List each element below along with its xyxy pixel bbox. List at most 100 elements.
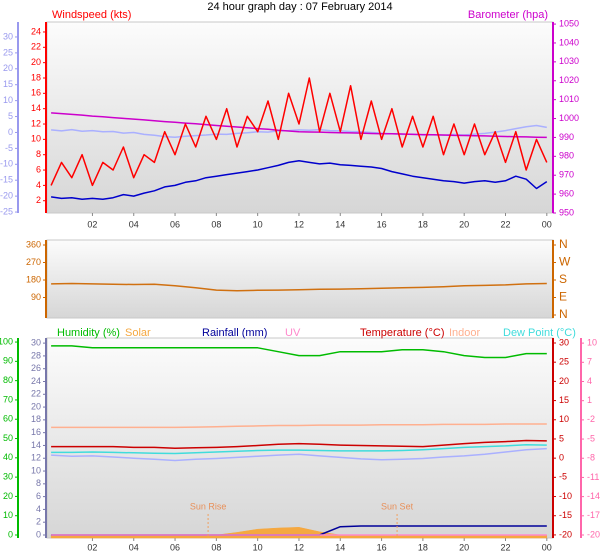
x-tick-label: 08 [211,542,221,552]
y-tick-label: 10 [3,510,13,520]
y-tick-label: 4 [587,376,592,386]
x-tick-label: 12 [294,542,304,552]
y-tick-label: 950 [559,207,574,217]
x-tick-label: 22 [500,542,510,552]
y-tick-label: -11 [587,472,599,482]
y-tick-label: 18 [31,72,41,82]
y-tick-label: 360 [26,239,41,249]
line-series [51,447,547,462]
x-tick-label: 04 [129,219,139,229]
y-tick-label: 12 [31,453,41,463]
y-tick-label: 5 [8,111,13,121]
y-tick-label: 24 [31,26,41,36]
y-tick-label: 15 [3,79,13,89]
annotation: Sun Set [381,501,414,511]
legend-label: Dew Point (°C) [503,327,576,339]
y-tick-label: 6 [36,491,41,501]
y-tick-label: 10 [31,134,41,144]
x-tick-label: 00 [542,219,552,229]
y-tick-label: 14 [31,440,41,450]
y-tick-label: -8 [587,453,595,463]
x-tick-label: 20 [459,542,469,552]
x-tick-label: 06 [170,542,180,552]
y-tick-label: S [559,272,567,286]
x-tick-label: 16 [377,542,387,552]
line-series [51,423,547,429]
y-tick-label: 25 [559,357,569,367]
y-tick-label: 20 [31,401,41,411]
y-tick-label: 20 [3,491,13,501]
y-tick-label: 50 [3,433,13,443]
legend-label: Rainfall (mm) [202,327,267,339]
y-tick-label: 0 [8,127,13,137]
y-tick-label: 60 [3,414,13,424]
y-tick-label: 22 [31,389,41,399]
y-tick-label: 6 [36,164,41,174]
y-tick-label: E [559,290,567,304]
y-tick-label: 8 [36,478,41,488]
chart-title: 24 hour graph day : 07 February 2014 [207,1,392,13]
y2-axis-label: Barometer (hpa) [468,9,548,21]
legend-label: UV [285,327,301,339]
y-tick-label: 4 [36,504,41,514]
y-tick-label: 2 [36,195,41,205]
y-tick-label: -2 [587,414,595,424]
legend-label: Humidity (%) [57,327,120,339]
y-tick-label: -14 [587,491,600,501]
y-tick-label: -15 [0,175,13,185]
x-tick-label: 02 [87,219,97,229]
y-tick-label: 10 [3,95,13,105]
y-tick-label: 10 [587,337,597,347]
legend-label: Indoor [449,327,481,339]
y-tick-label: 22 [31,42,41,52]
annotation: Sun Rise [190,501,227,511]
line-series [51,443,547,455]
y-tick-label: W [559,255,571,269]
y-tick-label: -25 [0,206,13,216]
y-tick-label: 1010 [559,94,579,104]
y-tick-label: N [559,237,568,251]
y-tick-label: -10 [0,159,13,169]
y-tick-label: 1 [587,395,592,405]
y-tick-label: 20 [3,63,13,73]
y-tick-label: 980 [559,151,574,161]
x-tick-label: 10 [253,219,263,229]
y-tick-label: 25 [3,47,13,57]
x-tick-label: 00 [542,542,552,552]
plot-area [46,239,554,319]
x-tick-label: 14 [335,542,345,552]
x-tick-label: 16 [377,219,387,229]
x-tick-label: 20 [459,219,469,229]
line-series [51,439,547,449]
y-tick-label: 1050 [559,18,579,28]
y-tick-label: 960 [559,188,574,198]
y-tick-label: 990 [559,132,574,142]
y-tick-label: -10 [559,491,572,501]
line-series [51,112,547,139]
line-series [51,282,547,292]
y-tick-label: -20 [587,529,600,539]
y-tick-label: 100 [0,336,13,346]
line-series [50,160,548,200]
y-tick-label: 30 [559,337,569,347]
y-tick-label: 26 [31,363,41,373]
y-tick-label: -17 [587,510,600,520]
y-tick-label: 5 [559,433,564,443]
y-tick-label: 10 [31,465,41,475]
y-tick-label: 18 [31,414,41,424]
x-tick-label: 08 [211,219,221,229]
y-tick-label: 30 [31,337,41,347]
y-tick-label: N [559,307,568,321]
x-tick-label: 14 [335,219,345,229]
y-tick-label: 2 [36,517,41,527]
x-tick-label: 18 [418,542,428,552]
x-tick-label: 12 [294,219,304,229]
x-tick-label: 02 [87,542,97,552]
y-tick-label: 970 [559,170,574,180]
y-tick-label: 4 [36,180,41,190]
y-tick-label: -15 [559,510,572,520]
y-tick-label: 1040 [559,37,579,47]
y-tick-label: -5 [559,472,567,482]
